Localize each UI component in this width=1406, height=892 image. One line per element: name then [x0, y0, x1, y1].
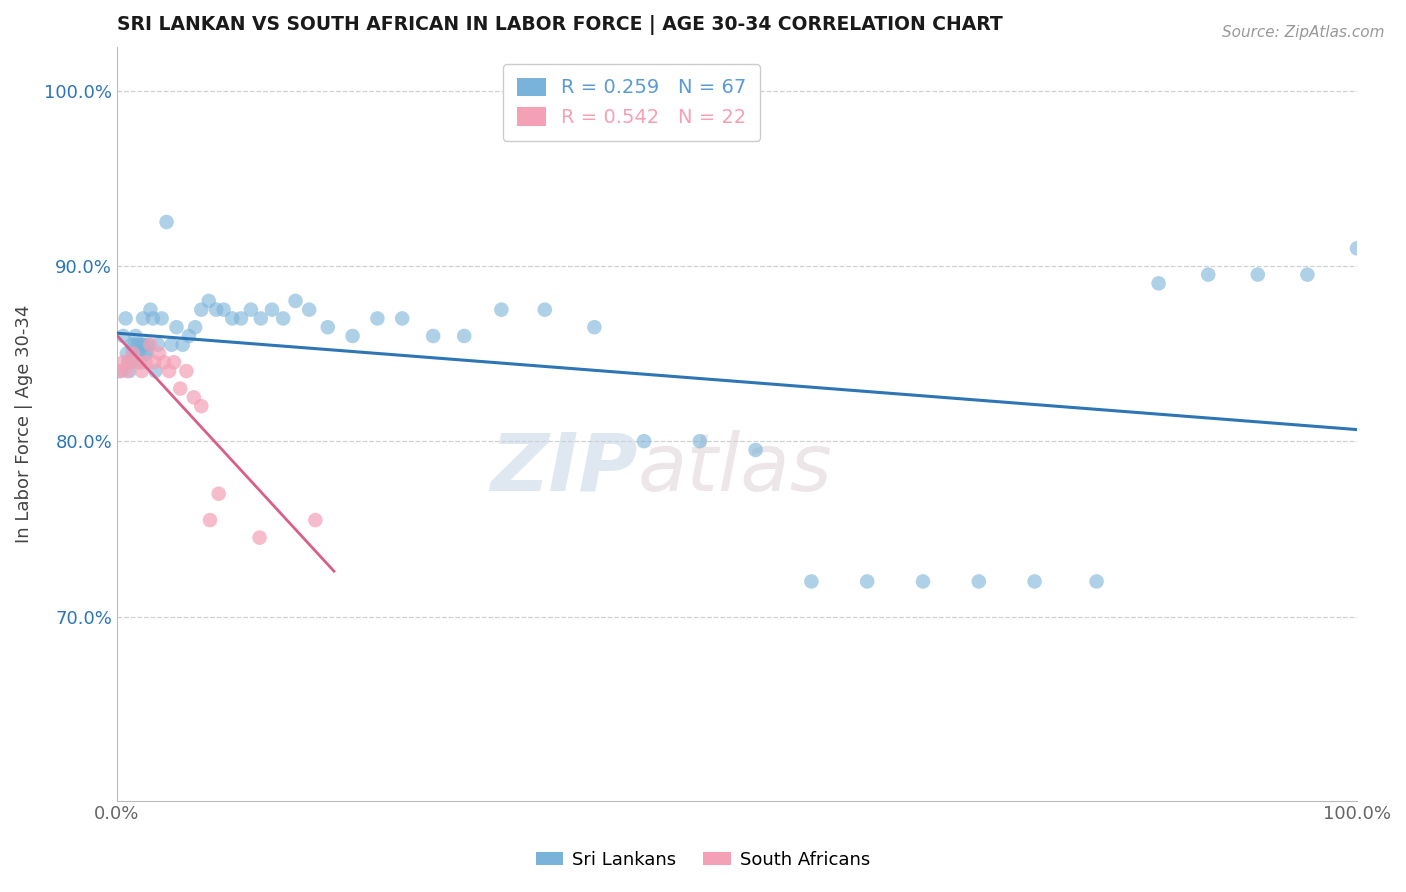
Point	[190, 399, 212, 413]
Point	[533, 302, 555, 317]
Point	[342, 329, 364, 343]
Point	[239, 302, 262, 317]
Point	[108, 364, 131, 378]
Point	[112, 329, 135, 343]
Point	[190, 302, 212, 317]
Point	[198, 513, 221, 527]
Point	[122, 346, 145, 360]
Point	[212, 302, 235, 317]
Text: Source: ZipAtlas.com: Source: ZipAtlas.com	[1222, 25, 1385, 40]
Point	[132, 311, 155, 326]
Point	[134, 355, 156, 369]
Point	[391, 311, 413, 326]
Point	[128, 346, 150, 360]
Point	[139, 302, 162, 317]
Point	[129, 355, 152, 369]
Point	[136, 337, 159, 351]
Text: atlas: atlas	[638, 430, 832, 508]
Point	[366, 311, 388, 326]
Point	[142, 311, 165, 326]
Point	[583, 320, 606, 334]
Point	[422, 329, 444, 343]
Legend: R = 0.259   N = 67, R = 0.542   N = 22: R = 0.259 N = 67, R = 0.542 N = 22	[503, 64, 761, 141]
Point	[172, 337, 194, 351]
Point	[304, 513, 326, 527]
Point	[800, 574, 823, 589]
Point	[491, 302, 513, 317]
Point	[121, 337, 143, 351]
Point	[118, 364, 141, 378]
Point	[135, 346, 157, 360]
Point	[197, 293, 219, 308]
Point	[131, 364, 153, 378]
Text: SRI LANKAN VS SOUTH AFRICAN IN LABOR FORCE | AGE 30-34 CORRELATION CHART: SRI LANKAN VS SOUTH AFRICAN IN LABOR FOR…	[117, 15, 1002, 35]
Point	[139, 337, 162, 351]
Point	[155, 215, 177, 229]
Point	[115, 364, 138, 378]
Point	[131, 337, 153, 351]
Point	[163, 355, 186, 369]
Point	[205, 302, 228, 317]
Point	[157, 364, 180, 378]
Point	[122, 346, 145, 360]
Point	[145, 364, 167, 378]
Text: ZIP: ZIP	[491, 430, 638, 508]
Point	[146, 337, 169, 351]
Point	[184, 320, 207, 334]
Point	[134, 337, 156, 351]
Point	[117, 355, 139, 369]
Point	[689, 434, 711, 449]
Point	[744, 442, 766, 457]
Point	[1147, 277, 1170, 291]
Point	[143, 355, 166, 369]
Point	[633, 434, 655, 449]
Point	[250, 311, 273, 326]
Point	[120, 355, 142, 369]
Point	[1296, 268, 1319, 282]
Point	[166, 320, 188, 334]
Point	[150, 311, 173, 326]
Point	[316, 320, 339, 334]
Point	[134, 346, 156, 360]
Point	[260, 302, 283, 317]
Point	[110, 364, 132, 378]
Point	[115, 346, 138, 360]
Point	[453, 329, 475, 343]
Point	[124, 337, 146, 351]
Point	[298, 302, 321, 317]
Point	[114, 311, 136, 326]
Point	[229, 311, 252, 326]
Point	[1247, 268, 1270, 282]
Point	[1346, 241, 1368, 255]
Point	[118, 355, 141, 369]
Point	[1085, 574, 1108, 589]
Point	[1197, 268, 1219, 282]
Point	[177, 329, 200, 343]
Point	[1024, 574, 1046, 589]
Point	[127, 355, 149, 369]
Point	[271, 311, 294, 326]
Point	[124, 329, 146, 343]
Point	[169, 382, 191, 396]
Point	[911, 574, 934, 589]
Point	[112, 355, 135, 369]
Point	[153, 355, 176, 369]
Point	[160, 337, 183, 351]
Point	[221, 311, 243, 326]
Point	[127, 337, 149, 351]
Point	[284, 293, 307, 308]
Point	[208, 487, 231, 501]
Point	[856, 574, 879, 589]
Point	[148, 346, 170, 360]
Point	[183, 390, 205, 404]
Point	[125, 346, 148, 360]
Point	[967, 574, 990, 589]
Point	[176, 364, 198, 378]
Legend: Sri Lankans, South Africans: Sri Lankans, South Africans	[529, 844, 877, 876]
Point	[249, 531, 271, 545]
Y-axis label: In Labor Force | Age 30-34: In Labor Force | Age 30-34	[15, 304, 32, 543]
